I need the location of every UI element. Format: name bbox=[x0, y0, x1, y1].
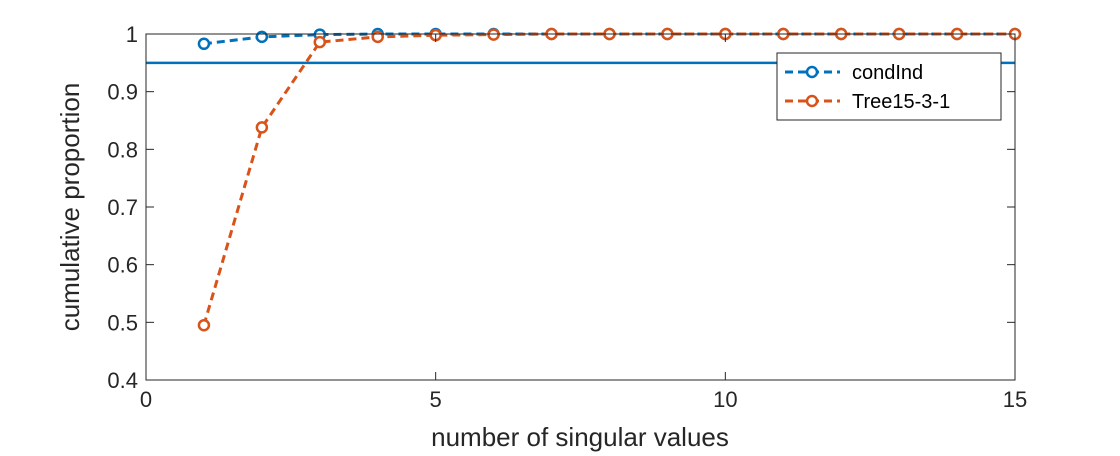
y-tick-label: 0.9 bbox=[107, 80, 138, 105]
legend-label-tree15-3-1: Tree15-3-1 bbox=[852, 91, 950, 113]
x-axis-label: number of singular values bbox=[431, 422, 729, 452]
y-tick-label: 0.8 bbox=[107, 137, 138, 162]
x-tick-label: 0 bbox=[140, 387, 152, 412]
y-tick-label: 0.4 bbox=[107, 368, 138, 393]
x-tick-label: 10 bbox=[713, 387, 737, 412]
y-tick-label: 0.7 bbox=[107, 195, 138, 220]
x-tick-label: 15 bbox=[1003, 387, 1027, 412]
legend: condInd Tree15-3-1 bbox=[776, 52, 1002, 121]
data-point-tree15-3-1 bbox=[313, 35, 327, 49]
x-tick-label: 5 bbox=[430, 387, 442, 412]
data-point-tree15-3-1 bbox=[371, 30, 384, 44]
legend-marker-condind bbox=[805, 65, 819, 79]
data-point-condind bbox=[255, 30, 269, 44]
y-tick-label: 0.5 bbox=[107, 310, 138, 335]
legend-marker-tree15-3-1 bbox=[805, 94, 819, 108]
data-point-condind bbox=[197, 37, 211, 51]
data-point-tree15-3-1 bbox=[487, 28, 500, 41]
legend-label-condind: condInd bbox=[852, 62, 923, 84]
y-axis-label: cumulative proportion bbox=[55, 83, 85, 332]
y-tick-label: 0.6 bbox=[107, 253, 138, 278]
data-point-tree15-3-1 bbox=[197, 318, 211, 332]
y-tick-label: 1 bbox=[126, 22, 138, 47]
legend-box bbox=[776, 52, 1002, 121]
data-point-tree15-3-1 bbox=[255, 121, 269, 134]
